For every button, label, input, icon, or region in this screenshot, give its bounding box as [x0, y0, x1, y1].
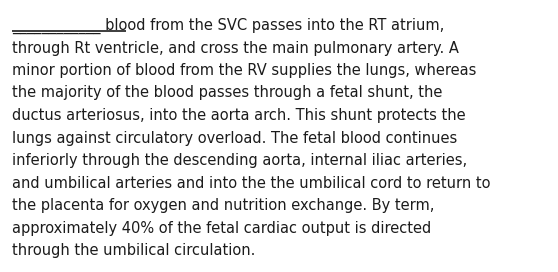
Text: the majority of the blood passes through a fetal shunt, the: the majority of the blood passes through… [12, 85, 442, 100]
Text: minor portion of blood from the RV supplies the lungs, whereas: minor portion of blood from the RV suppl… [12, 63, 477, 78]
Text: the placenta for oxygen and nutrition exchange. By term,: the placenta for oxygen and nutrition ex… [12, 198, 434, 213]
Text: ____________ blood from the SVC passes into the RT atrium,: ____________ blood from the SVC passes i… [12, 18, 444, 34]
Text: through Rt ventricle, and cross the main pulmonary artery. A: through Rt ventricle, and cross the main… [12, 41, 459, 55]
Text: approximately 40% of the fetal cardiac output is directed: approximately 40% of the fetal cardiac o… [12, 221, 431, 236]
Text: through the umbilical circulation.: through the umbilical circulation. [12, 243, 256, 258]
Text: and umbilical arteries and into the the umbilical cord to return to: and umbilical arteries and into the the … [12, 175, 490, 190]
Text: ductus arteriosus, into the aorta arch. This shunt protects the: ductus arteriosus, into the aorta arch. … [12, 108, 465, 123]
Text: lungs against circulatory overload. The fetal blood continues: lungs against circulatory overload. The … [12, 131, 457, 146]
Text: inferiorly through the descending aorta, internal iliac arteries,: inferiorly through the descending aorta,… [12, 153, 467, 168]
